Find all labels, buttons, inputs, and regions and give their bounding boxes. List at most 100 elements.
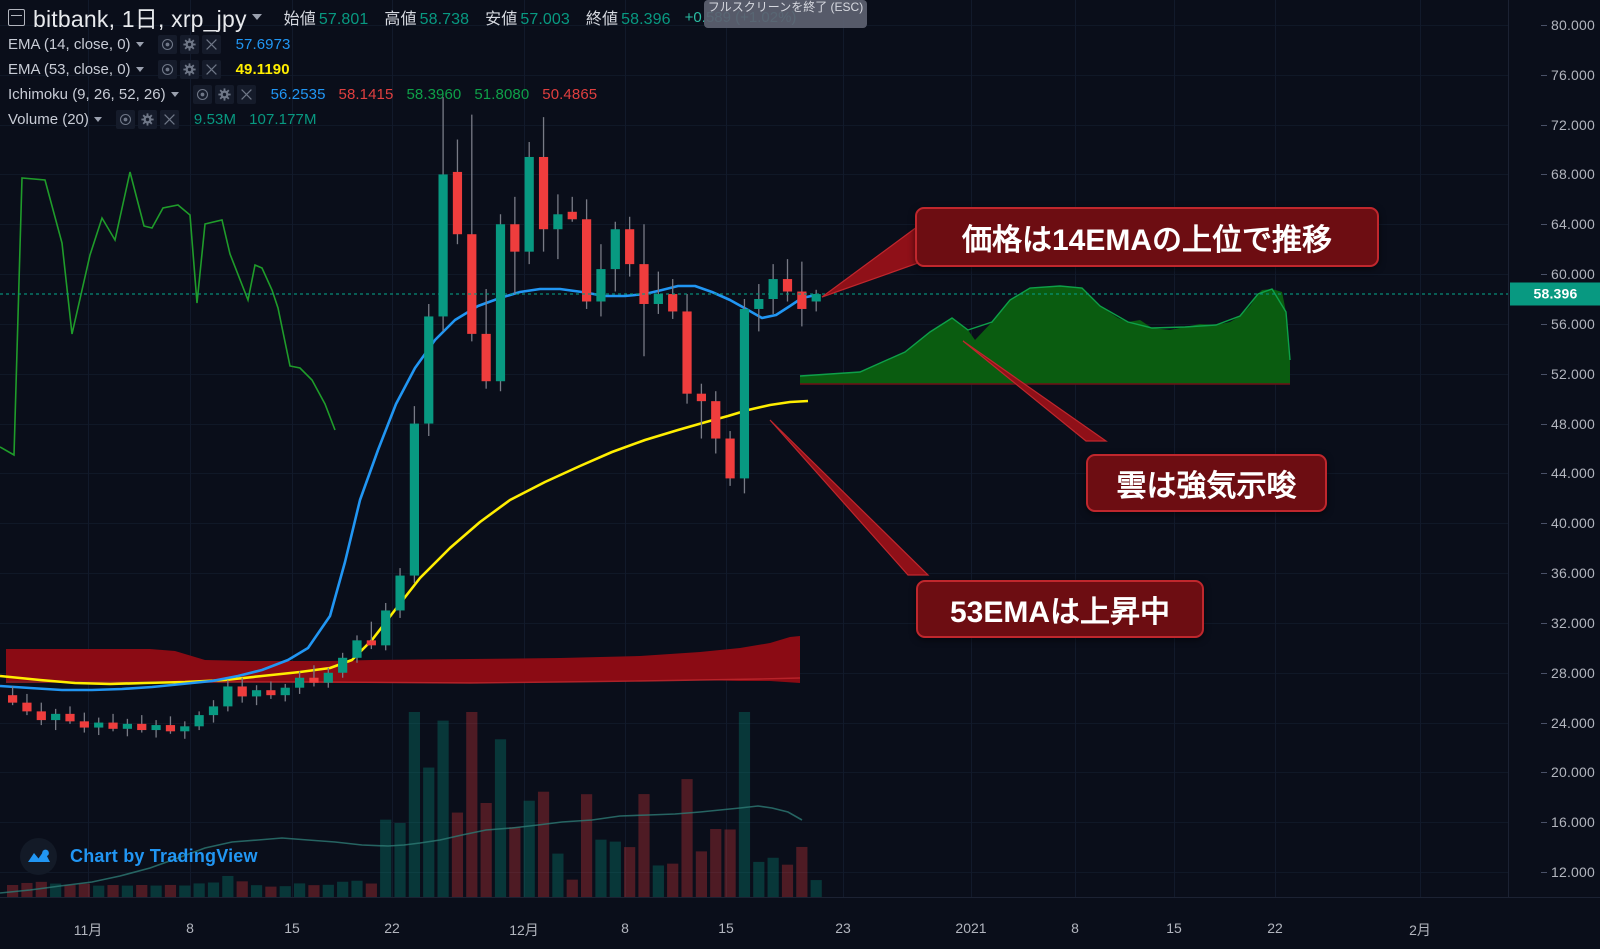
volume-bar bbox=[480, 802, 492, 897]
volume-bar bbox=[595, 839, 607, 897]
gear-icon[interactable] bbox=[214, 85, 234, 104]
volume-bar bbox=[494, 739, 507, 897]
candle-body bbox=[208, 706, 219, 716]
chevron-down-icon[interactable] bbox=[135, 67, 144, 72]
volume-bar bbox=[136, 884, 148, 897]
volume-bar bbox=[781, 864, 794, 897]
volume-bar bbox=[537, 791, 550, 897]
price-tick: 72.000 bbox=[1540, 116, 1595, 133]
legend-symbol-row[interactable]: bitbank, 1日, xrp_jpy 始値 57.801 高値 58.738 安… bbox=[8, 2, 796, 32]
price-tick: 40.000 bbox=[1540, 515, 1595, 532]
candle-body bbox=[22, 702, 32, 712]
indicator-row-3[interactable]: Volume (20) 9.53M 107.177M bbox=[8, 107, 796, 132]
tradingview-branding[interactable]: Chart by TradingView bbox=[20, 838, 258, 875]
price-tick: 64.000 bbox=[1540, 216, 1595, 233]
ema-53-line bbox=[0, 399, 809, 686]
close-icon[interactable] bbox=[201, 60, 221, 79]
candle-body bbox=[251, 690, 262, 697]
grid-line-horizontal bbox=[0, 473, 1508, 475]
volume-bar bbox=[179, 885, 191, 897]
gear-icon[interactable] bbox=[137, 110, 157, 129]
volume-bar bbox=[810, 880, 822, 897]
note-ema53-rising[interactable]: 53EMAは上昇中 bbox=[916, 580, 1204, 638]
candle-body bbox=[811, 294, 821, 302]
chart-plot-area[interactable]: フルスクリーンを終了 (ESC) 価格は14EMAの上位で推移 雲は強気示唆 5… bbox=[0, 0, 1508, 897]
indicator-value: 51.8080 bbox=[474, 86, 530, 103]
candle-body bbox=[309, 677, 319, 683]
eye-icon[interactable] bbox=[115, 110, 135, 129]
indicator-row-1[interactable]: EMA (53, close, 0) 49.1190 bbox=[8, 57, 796, 82]
indicator-icon-group bbox=[157, 35, 224, 54]
candle-body bbox=[452, 171, 463, 235]
symbol-title[interactable]: bitbank, 1日, xrp_jpy bbox=[33, 6, 247, 32]
volume-bar bbox=[581, 794, 593, 897]
volume-ma-line bbox=[0, 805, 803, 894]
grid-line-vertical bbox=[1275, 0, 1276, 897]
time-tick: 2021 bbox=[955, 920, 987, 936]
chevron-down-icon[interactable] bbox=[93, 117, 102, 122]
price-tick: 80.000 bbox=[1540, 16, 1595, 33]
candle-body bbox=[352, 640, 362, 658]
price-tick: 68.000 bbox=[1540, 166, 1595, 183]
grid-line-horizontal bbox=[0, 622, 1508, 624]
indicator-name[interactable]: Volume (20) bbox=[8, 111, 89, 128]
time-tick: 8 bbox=[186, 920, 194, 936]
candle-body bbox=[567, 211, 577, 220]
volume-bar bbox=[552, 853, 564, 897]
candle-body bbox=[338, 657, 348, 673]
indicator-row-0[interactable]: EMA (14, close, 0) 57.6973 bbox=[8, 32, 796, 57]
volume-bar bbox=[394, 823, 406, 897]
ichimoku-cloud-bullish bbox=[800, 286, 1290, 384]
eye-icon[interactable] bbox=[192, 85, 212, 104]
price-tick: 28.000 bbox=[1540, 664, 1595, 681]
indicator-name[interactable]: EMA (14, close, 0) bbox=[8, 36, 131, 53]
close-icon[interactable] bbox=[201, 35, 221, 54]
candle-body bbox=[165, 725, 176, 732]
grid-line-vertical bbox=[1174, 0, 1175, 897]
candle-body bbox=[668, 294, 678, 312]
chevron-down-icon[interactable] bbox=[170, 92, 179, 97]
chevron-down-icon[interactable] bbox=[251, 14, 262, 20]
grid-line-horizontal bbox=[0, 74, 1508, 76]
note-price-above-ema14[interactable]: 価格は14EMAの上位で推移 bbox=[915, 207, 1379, 267]
candle-body bbox=[768, 279, 778, 299]
gear-icon[interactable] bbox=[179, 35, 199, 54]
candle-body bbox=[65, 713, 75, 722]
close-icon[interactable] bbox=[159, 110, 179, 129]
candle-body bbox=[725, 438, 735, 479]
indicator-name[interactable]: Ichimoku (9, 26, 52, 26) bbox=[8, 86, 166, 103]
collapse-square-icon[interactable] bbox=[8, 8, 25, 26]
indicator-value: 50.4865 bbox=[542, 86, 598, 103]
volume-bar bbox=[767, 857, 779, 897]
eye-icon[interactable] bbox=[157, 60, 177, 79]
volume-bar bbox=[380, 819, 392, 897]
candle-body bbox=[51, 713, 61, 721]
indicator-value: 56.2535 bbox=[270, 86, 326, 103]
candle-body bbox=[797, 291, 807, 309]
ohlc-open-label: 始値 bbox=[283, 11, 316, 28]
price-tick: 32.000 bbox=[1540, 614, 1595, 631]
time-tick: 23 bbox=[835, 920, 851, 936]
candle-body bbox=[237, 686, 247, 697]
close-icon[interactable] bbox=[236, 85, 256, 104]
eye-icon[interactable] bbox=[157, 35, 177, 54]
price-tick: 16.000 bbox=[1540, 814, 1595, 831]
volume-bar bbox=[423, 767, 435, 897]
price-tick: 44.000 bbox=[1540, 465, 1595, 482]
price-axis[interactable]: 80.000 76.000 72.000 68.000 64.000 60.000 56.0… bbox=[1508, 0, 1600, 897]
indicator-icon-group bbox=[192, 85, 259, 104]
chevron-down-icon[interactable] bbox=[135, 42, 144, 47]
gear-icon[interactable] bbox=[179, 60, 199, 79]
indicator-name[interactable]: EMA (53, close, 0) bbox=[8, 61, 131, 78]
time-tick: 15 bbox=[1166, 920, 1182, 936]
time-axis[interactable]: 11月 8 15 22 12月 8 15 23 2021 8 15 22 2月 bbox=[0, 897, 1600, 949]
current-price-label[interactable]: 58.396 bbox=[1510, 282, 1600, 306]
grid-line-vertical bbox=[1420, 0, 1421, 897]
volume-bar bbox=[207, 882, 220, 897]
indicator-row-2[interactable]: Ichimoku (9, 26, 52, 26) 56.2535 58.1415 58… bbox=[8, 82, 796, 107]
price-tick: 48.000 bbox=[1540, 415, 1595, 432]
grid-line-horizontal bbox=[0, 523, 1508, 525]
note-cloud-bullish[interactable]: 雲は強気示唆 bbox=[1086, 454, 1327, 512]
volume-bar bbox=[638, 794, 650, 897]
